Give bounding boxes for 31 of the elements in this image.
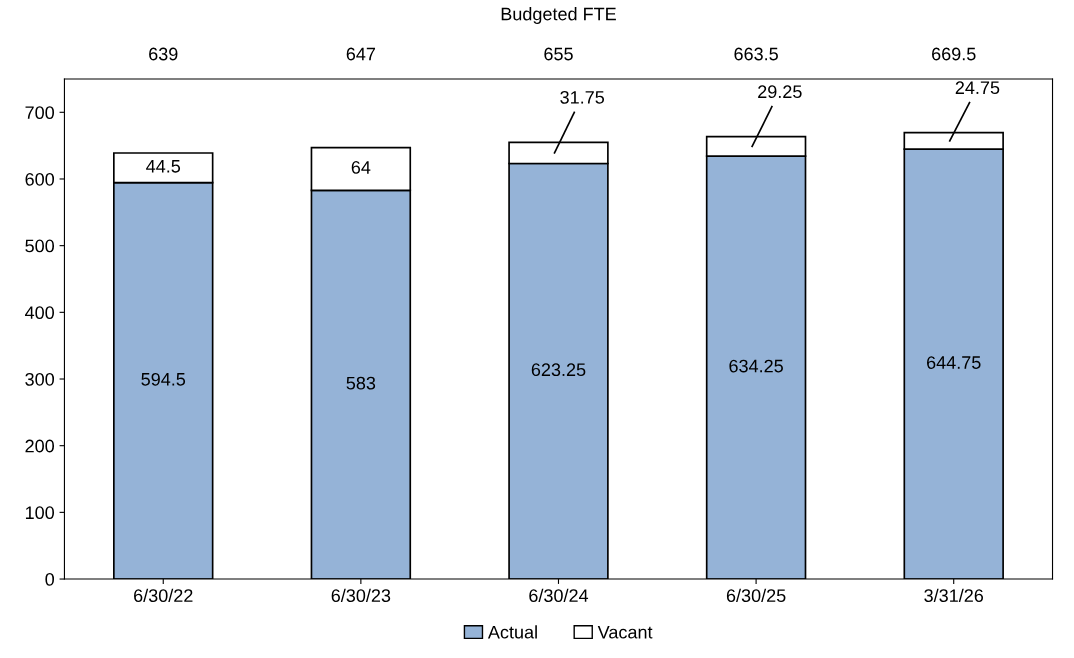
text: 669.5 bbox=[932, 47, 976, 61]
data-label: 583 bbox=[346, 376, 376, 390]
text: 647 bbox=[346, 47, 376, 61]
data-label: 634.25 bbox=[729, 359, 783, 373]
data-label: 594.5 bbox=[141, 372, 186, 386]
chart-title: Budgeted FTE bbox=[501, 7, 616, 24]
data-label: 623.25 bbox=[531, 363, 586, 377]
text: 655 bbox=[544, 47, 573, 61]
data-label: 31.75 bbox=[560, 90, 605, 104]
x-tick-label: 6/30/23 bbox=[331, 588, 391, 603]
y-tick-label: 100 bbox=[25, 506, 55, 520]
x-tick-label: 6/30/22 bbox=[134, 588, 193, 603]
data-label: 29.25 bbox=[758, 85, 802, 99]
x-tick-label: 6/30/25 bbox=[726, 588, 786, 603]
y-tick-label: 500 bbox=[25, 239, 55, 253]
x-tick-label: 6/30/24 bbox=[529, 588, 589, 603]
legend-label: Actual bbox=[487, 625, 537, 639]
y-tick-label: 200 bbox=[25, 439, 55, 453]
data-label: 24.75 bbox=[955, 81, 1000, 95]
y-tick-label: 300 bbox=[25, 372, 55, 386]
y-tick-label: 0 bbox=[45, 572, 55, 586]
data-label: 44.5 bbox=[146, 160, 181, 173]
legend-label: Vacant bbox=[597, 625, 653, 639]
data-label: 64 bbox=[351, 161, 371, 174]
x-tick-label: 3/31/26 bbox=[924, 588, 984, 603]
text: 663.5 bbox=[734, 47, 778, 61]
y-tick-label: 600 bbox=[25, 172, 55, 186]
y-tick-label: 700 bbox=[25, 106, 55, 120]
text: 639 bbox=[149, 47, 178, 61]
data-label: 644.75 bbox=[927, 356, 981, 369]
y-tick-label: 400 bbox=[25, 306, 55, 320]
